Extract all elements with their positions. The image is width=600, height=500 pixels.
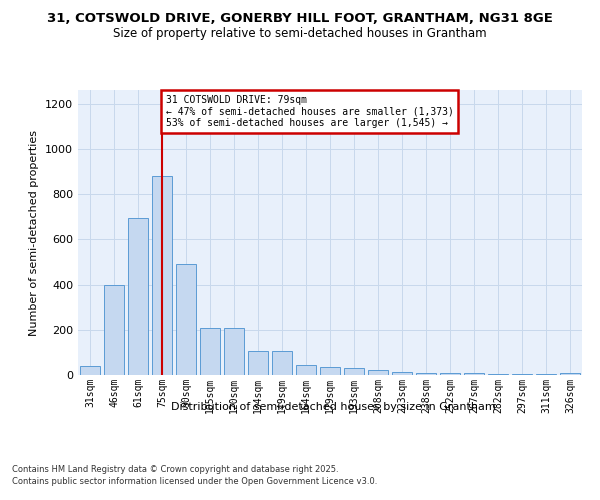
Bar [152, 176, 172, 375]
Bar [416, 372, 436, 375]
Bar [200, 328, 220, 375]
Bar [320, 367, 340, 375]
Bar [392, 372, 412, 375]
Bar [488, 374, 508, 375]
Bar [248, 351, 268, 375]
Bar [536, 374, 556, 375]
Bar [512, 374, 532, 375]
Bar [80, 366, 100, 375]
Bar [296, 365, 316, 375]
Text: Contains HM Land Registry data © Crown copyright and database right 2025.: Contains HM Land Registry data © Crown c… [12, 465, 338, 474]
Text: 31 COTSWOLD DRIVE: 79sqm
← 47% of semi-detached houses are smaller (1,373)
53% o: 31 COTSWOLD DRIVE: 79sqm ← 47% of semi-d… [166, 94, 454, 128]
Bar [176, 264, 196, 375]
Bar [560, 372, 580, 375]
Text: Distribution of semi-detached houses by size in Grantham: Distribution of semi-detached houses by … [170, 402, 496, 412]
Text: 31, COTSWOLD DRIVE, GONERBY HILL FOOT, GRANTHAM, NG31 8GE: 31, COTSWOLD DRIVE, GONERBY HILL FOOT, G… [47, 12, 553, 26]
Bar [272, 351, 292, 375]
Bar [368, 370, 388, 375]
Text: Size of property relative to semi-detached houses in Grantham: Size of property relative to semi-detach… [113, 28, 487, 40]
Text: Contains public sector information licensed under the Open Government Licence v3: Contains public sector information licen… [12, 478, 377, 486]
Bar [440, 372, 460, 375]
Y-axis label: Number of semi-detached properties: Number of semi-detached properties [29, 130, 40, 336]
Bar [464, 372, 484, 375]
Bar [344, 368, 364, 375]
Bar [128, 218, 148, 375]
Bar [104, 284, 124, 375]
Bar [224, 328, 244, 375]
